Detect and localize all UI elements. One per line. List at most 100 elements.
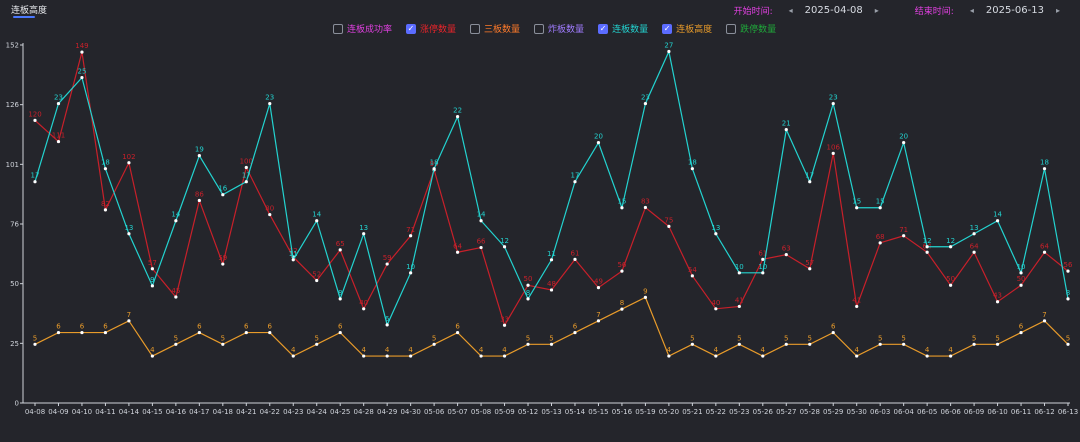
data-point <box>315 219 319 223</box>
x-tick-label: 04-10 <box>72 408 92 416</box>
data-point <box>362 307 366 311</box>
data-point <box>502 323 507 327</box>
checkbox-unchecked-icon[interactable] <box>470 23 481 34</box>
data-point <box>244 330 248 335</box>
data-point <box>455 250 460 254</box>
data-point <box>667 49 671 54</box>
data-label: 12 <box>946 237 955 245</box>
data-label: 4 <box>667 346 672 354</box>
legend-item[interactable]: ✓ 连板数量 <box>598 22 648 35</box>
data-label: 5 <box>314 334 318 342</box>
data-point <box>549 288 554 292</box>
data-point <box>174 342 178 346</box>
x-tick-label: 06-12 <box>1034 408 1054 416</box>
data-label: 8 <box>620 299 624 307</box>
data-point <box>972 250 976 254</box>
checkbox-checked-icon[interactable]: ✓ <box>598 23 609 34</box>
data-label: 64 <box>1040 242 1049 250</box>
data-label: 7 <box>1042 311 1046 319</box>
data-label: 50 <box>946 275 955 283</box>
data-label: 40 <box>711 299 720 307</box>
tab-lianban-height[interactable]: 连板高度 <box>11 6 48 16</box>
data-label: 120 <box>28 110 41 118</box>
checkbox-unchecked-icon[interactable] <box>534 23 545 34</box>
data-label: 5 <box>784 334 788 342</box>
y-tick-label: 50 <box>10 280 19 288</box>
start-date-value[interactable]: 2025-04-08 <box>804 5 863 16</box>
data-point <box>479 245 483 250</box>
legend-label: 跌停数量 <box>740 25 777 35</box>
checkbox-unchecked-icon[interactable] <box>726 23 737 34</box>
x-tick-label: 05-09 <box>494 408 514 416</box>
end-prev-arrow-icon[interactable]: ◂ <box>969 6 974 15</box>
x-tick-label: 05-26 <box>753 408 774 416</box>
data-label: 19 <box>195 146 204 154</box>
data-point <box>855 354 859 358</box>
checkbox-checked-icon[interactable]: ✓ <box>662 23 673 34</box>
data-point <box>455 330 460 335</box>
data-label: 68 <box>876 233 885 241</box>
data-label: 5 <box>901 334 905 342</box>
data-label: 100 <box>240 157 253 165</box>
data-label: 4 <box>502 346 507 354</box>
x-tick-label: 06-09 <box>964 408 984 416</box>
data-label: 99 <box>430 160 439 168</box>
data-point <box>409 271 413 275</box>
legend-label: 涨停数量 <box>420 25 457 35</box>
data-point <box>573 257 577 261</box>
end-next-arrow-icon[interactable]: ▸ <box>1055 6 1060 15</box>
data-point <box>385 323 389 327</box>
data-label: 5 <box>221 334 225 342</box>
legend-item[interactable]: 三板数量 <box>470 22 520 35</box>
data-point <box>338 330 342 335</box>
data-point <box>409 354 413 358</box>
data-label: 64 <box>453 242 462 250</box>
data-point <box>526 342 530 346</box>
data-point <box>197 198 201 203</box>
data-point <box>949 283 953 287</box>
data-label: 83 <box>641 198 650 206</box>
checkbox-checked-icon[interactable]: ✓ <box>406 23 417 34</box>
start-prev-arrow-icon[interactable]: ◂ <box>788 6 793 15</box>
data-point <box>33 118 37 122</box>
legend-item[interactable]: 炸板数量 <box>534 22 584 35</box>
legend-item[interactable]: ✓ 连板高度 <box>662 22 712 35</box>
legend-item[interactable]: 连板成功率 <box>333 22 392 35</box>
x-tick-label: 06-04 <box>893 408 914 416</box>
data-label: 41 <box>735 296 744 304</box>
data-label: 17 <box>31 172 40 180</box>
y-tick-label: 76 <box>10 221 19 229</box>
data-label: 6 <box>1019 323 1024 331</box>
data-point <box>878 342 882 346</box>
data-label: 5 <box>972 334 976 342</box>
data-label: 14 <box>171 211 180 219</box>
data-label: 13 <box>970 224 979 232</box>
data-label: 6 <box>56 323 61 331</box>
end-date-value[interactable]: 2025-06-13 <box>985 5 1044 16</box>
data-label: 6 <box>385 315 390 323</box>
data-point <box>56 101 61 106</box>
data-point <box>479 354 483 358</box>
start-date-label: 开始时间: <box>733 7 773 17</box>
checkbox-unchecked-icon[interactable] <box>333 23 343 34</box>
tab-active-indicator <box>13 16 35 18</box>
data-point <box>784 342 788 346</box>
data-label: 18 <box>688 159 697 167</box>
y-tick-label: 0 <box>15 400 19 408</box>
data-label: 66 <box>477 238 486 246</box>
data-label: 12 <box>923 237 932 245</box>
data-point <box>902 141 906 145</box>
data-point <box>643 101 648 106</box>
y-tick-label: 126 <box>6 101 20 109</box>
legend-item[interactable]: 跌停数量 <box>726 22 776 35</box>
legend-item[interactable]: ✓ 涨停数量 <box>406 22 456 35</box>
data-label: 40 <box>359 299 368 307</box>
x-tick-label: 05-30 <box>847 408 867 416</box>
start-next-arrow-icon[interactable]: ▸ <box>874 6 879 15</box>
data-point <box>1019 283 1023 287</box>
x-tick-label: 06-03 <box>870 408 890 416</box>
data-point <box>315 342 319 346</box>
data-point <box>949 354 953 358</box>
data-point <box>174 295 178 299</box>
